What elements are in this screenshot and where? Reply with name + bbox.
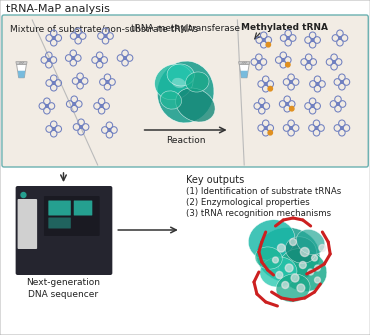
Text: (1) Identification of substrate tRNAs: (1) Identification of substrate tRNAs	[186, 187, 341, 196]
Ellipse shape	[157, 61, 214, 123]
Text: Reaction: Reaction	[166, 136, 205, 145]
Text: (2) Enzymological properties: (2) Enzymological properties	[186, 198, 309, 207]
Circle shape	[106, 81, 109, 83]
Circle shape	[266, 43, 271, 47]
Circle shape	[46, 105, 48, 107]
FancyBboxPatch shape	[17, 199, 37, 249]
Text: tRNA-MaP analysis: tRNA-MaP analysis	[6, 4, 110, 14]
Circle shape	[290, 107, 294, 111]
Circle shape	[53, 37, 55, 39]
Circle shape	[315, 265, 320, 271]
Polygon shape	[241, 71, 248, 78]
Circle shape	[290, 239, 296, 246]
Ellipse shape	[155, 64, 193, 100]
Polygon shape	[239, 62, 250, 64]
Ellipse shape	[248, 220, 295, 260]
Circle shape	[263, 39, 265, 41]
Circle shape	[319, 245, 326, 252]
Ellipse shape	[257, 227, 320, 282]
Circle shape	[265, 83, 267, 85]
Circle shape	[297, 284, 305, 292]
Text: tRNA methyltransferase: tRNA methyltransferase	[131, 24, 240, 33]
Text: (3) tRNA recognition mechanisms: (3) tRNA recognition mechanisms	[186, 209, 331, 218]
Circle shape	[333, 61, 335, 63]
Circle shape	[312, 255, 318, 261]
Polygon shape	[16, 62, 27, 64]
Ellipse shape	[255, 247, 282, 269]
Ellipse shape	[167, 64, 194, 86]
Circle shape	[273, 257, 279, 263]
Polygon shape	[17, 64, 27, 78]
Text: Mixture of substrate/non-substrate tRNAs: Mixture of substrate/non-substrate tRNAs	[10, 24, 198, 33]
Circle shape	[77, 35, 79, 37]
Circle shape	[124, 57, 126, 59]
Circle shape	[276, 271, 283, 278]
Circle shape	[80, 126, 82, 128]
Circle shape	[72, 57, 74, 59]
Circle shape	[48, 59, 50, 61]
Polygon shape	[239, 64, 249, 78]
Ellipse shape	[285, 237, 316, 263]
Circle shape	[312, 39, 314, 41]
Circle shape	[104, 35, 106, 37]
Circle shape	[312, 105, 314, 107]
Circle shape	[53, 128, 55, 130]
Ellipse shape	[260, 257, 297, 287]
FancyBboxPatch shape	[49, 201, 71, 215]
Ellipse shape	[160, 91, 182, 109]
Text: Key outputs: Key outputs	[186, 175, 244, 185]
Ellipse shape	[175, 88, 215, 122]
Circle shape	[341, 127, 343, 129]
Circle shape	[258, 61, 260, 63]
Circle shape	[285, 264, 293, 272]
Polygon shape	[18, 71, 25, 78]
Ellipse shape	[279, 249, 327, 291]
Circle shape	[290, 127, 292, 129]
Circle shape	[268, 130, 273, 135]
Circle shape	[21, 193, 26, 198]
Circle shape	[282, 281, 289, 288]
FancyBboxPatch shape	[16, 186, 112, 275]
Circle shape	[308, 269, 313, 275]
Circle shape	[290, 81, 292, 83]
FancyBboxPatch shape	[74, 201, 92, 215]
Circle shape	[286, 103, 288, 105]
Circle shape	[73, 103, 75, 105]
Circle shape	[268, 86, 273, 91]
Text: Next-generation
DNA sequencer: Next-generation DNA sequencer	[27, 278, 100, 299]
Circle shape	[265, 127, 267, 129]
FancyBboxPatch shape	[49, 217, 71, 228]
Circle shape	[282, 59, 284, 61]
FancyBboxPatch shape	[2, 15, 368, 167]
Ellipse shape	[296, 229, 325, 255]
Circle shape	[108, 129, 111, 131]
Text: Methylated tRNA: Methylated tRNA	[241, 23, 328, 32]
Circle shape	[339, 37, 341, 39]
Ellipse shape	[172, 78, 185, 88]
Circle shape	[277, 244, 285, 252]
Circle shape	[79, 80, 81, 82]
Circle shape	[261, 105, 263, 107]
Circle shape	[286, 62, 290, 67]
Circle shape	[307, 61, 310, 63]
FancyBboxPatch shape	[44, 196, 100, 236]
Circle shape	[291, 274, 299, 282]
Circle shape	[100, 105, 103, 107]
Ellipse shape	[276, 274, 310, 302]
Ellipse shape	[186, 72, 209, 92]
Circle shape	[337, 103, 339, 105]
Circle shape	[299, 262, 306, 268]
Circle shape	[341, 81, 343, 83]
Circle shape	[315, 127, 318, 129]
Circle shape	[316, 83, 319, 85]
Circle shape	[315, 277, 320, 283]
Circle shape	[99, 59, 101, 61]
Circle shape	[53, 82, 55, 84]
Circle shape	[287, 37, 289, 39]
Circle shape	[301, 248, 309, 257]
